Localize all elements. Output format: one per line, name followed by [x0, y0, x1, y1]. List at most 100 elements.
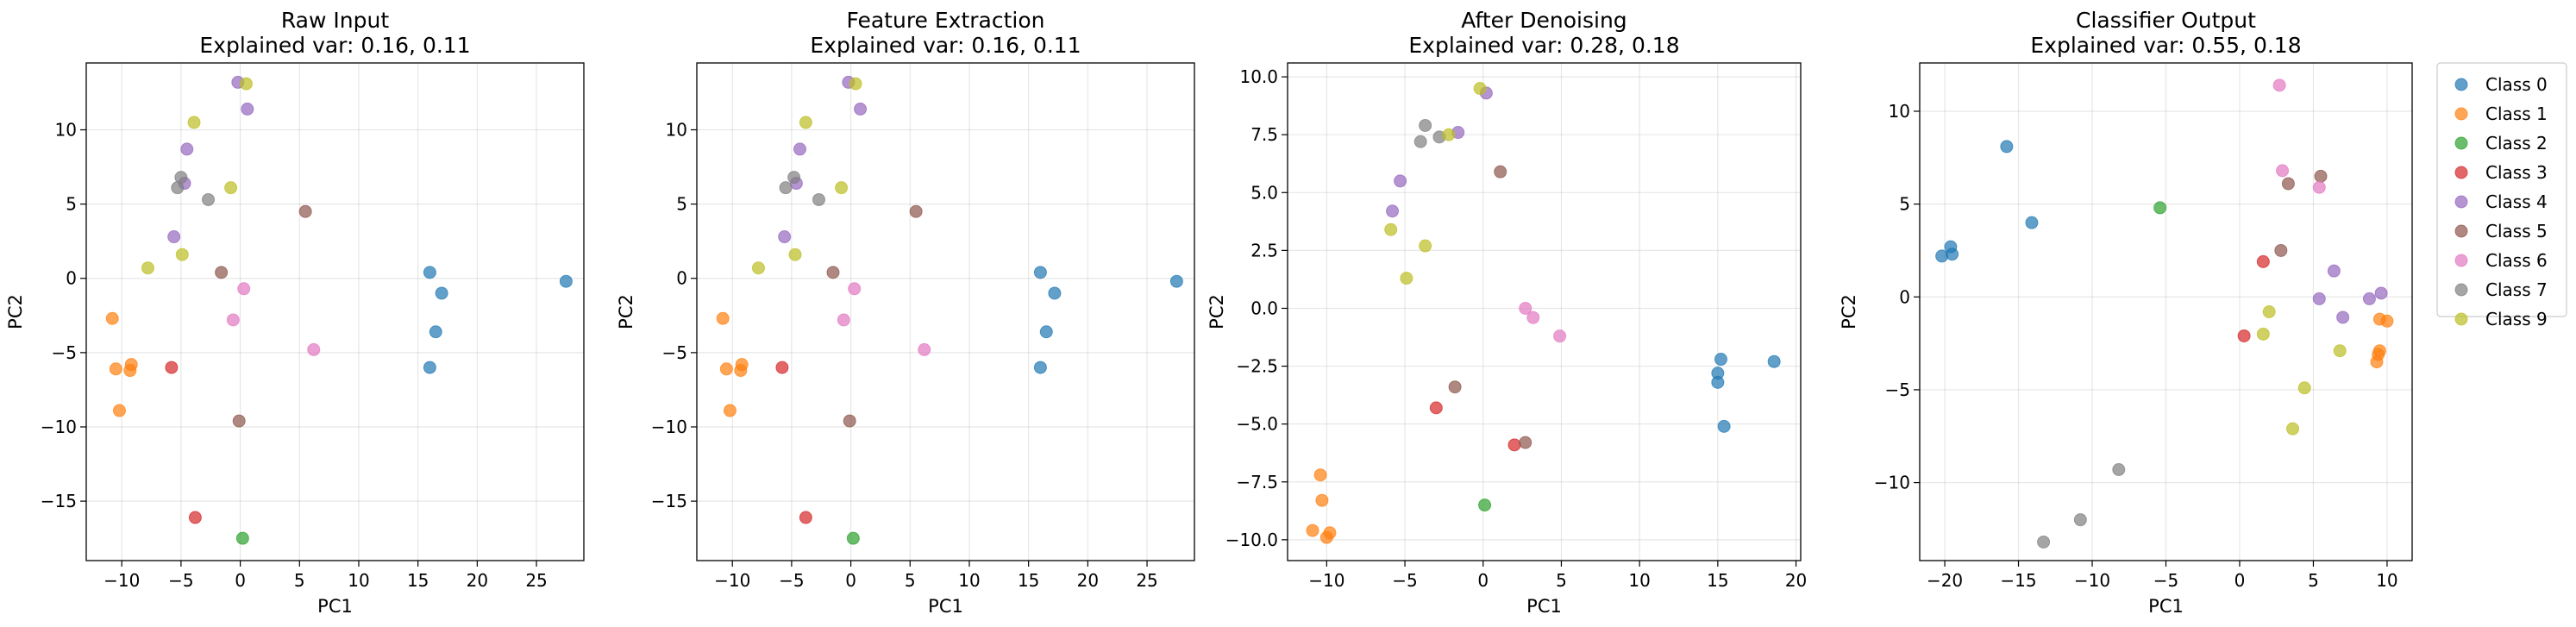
- x-tick-label: −10: [1308, 570, 1344, 591]
- data-point: [2000, 140, 2014, 154]
- data-point: [787, 171, 801, 185]
- data-point: [854, 102, 868, 116]
- subplot-subtitle: Explained var: 0.16, 0.11: [199, 33, 470, 58]
- data-point: [167, 230, 181, 244]
- data-point: [188, 511, 202, 524]
- data-point: [202, 192, 216, 206]
- data-point: [837, 313, 850, 327]
- subplot-title: Raw Input: [281, 8, 389, 33]
- data-point: [1419, 118, 1432, 132]
- x-tick-label: −5: [2153, 570, 2178, 591]
- data-point: [716, 311, 730, 325]
- data-point: [1319, 530, 1333, 544]
- data-point: [1386, 204, 1400, 218]
- y-tick-label: −15: [651, 491, 687, 511]
- y-tick-label: 5: [676, 194, 687, 215]
- y-tick-label: 0: [66, 268, 77, 289]
- data-point: [224, 181, 238, 195]
- x-tick-label: −5: [168, 570, 193, 591]
- data-point: [215, 266, 229, 279]
- data-point: [1494, 165, 1507, 179]
- data-point: [1553, 329, 1567, 343]
- data-point: [1419, 239, 1432, 253]
- data-point: [719, 362, 733, 376]
- data-point: [2037, 535, 2051, 549]
- subplot-4: −20 −15 −10 −5 0 5 10 −10 −5 0 5 10 Classifier Outpu…: [1839, 8, 2413, 617]
- data-point: [2336, 310, 2350, 324]
- data-point: [423, 266, 436, 279]
- data-point: [779, 181, 793, 195]
- data-point: [2153, 201, 2167, 215]
- data-point: [1169, 274, 1183, 288]
- legend-label: Class 9: [2485, 309, 2548, 329]
- y-tick-label: −15: [41, 491, 77, 511]
- x-tick-label: 20: [1785, 570, 1807, 591]
- x-axis-label: PC1: [1526, 596, 1562, 617]
- data-point: [1711, 375, 1725, 389]
- data-point: [1519, 301, 1532, 315]
- y-tick-label: 5: [66, 194, 77, 215]
- y-tick-label: −5: [662, 342, 687, 363]
- data-point: [1306, 524, 1319, 537]
- subplot-1: −10 −5 0 5 10 15 20 25 −15 −10 −5 0 5 10 Raw InputExpl…: [5, 8, 585, 617]
- legend-label: Class 0: [2485, 74, 2548, 95]
- data-point: [1384, 223, 1398, 236]
- x-tick-label: 15: [1018, 570, 1039, 591]
- data-point: [232, 414, 246, 428]
- legend: Class 0 Class 1 Class 2 Class 3 Class 4 Class…: [2436, 62, 2567, 329]
- data-point: [799, 116, 812, 129]
- data-point: [812, 192, 826, 206]
- y-tick-label: 0: [676, 268, 687, 289]
- legend-marker: [2454, 283, 2468, 297]
- data-point: [793, 142, 807, 156]
- data-point: [226, 313, 240, 327]
- data-point: [175, 248, 189, 261]
- data-point: [241, 102, 254, 116]
- y-tick-label: 10: [1889, 101, 1910, 122]
- data-point: [105, 311, 119, 325]
- data-point: [180, 142, 194, 156]
- legend-marker: [2454, 78, 2468, 91]
- legend-label: Class 1: [2485, 103, 2548, 124]
- data-point: [1526, 310, 1540, 324]
- x-tick-label: 0: [1477, 570, 1489, 591]
- y-tick-label: −10: [1874, 473, 1910, 493]
- data-point: [2380, 314, 2394, 328]
- subplot-title: Classifier Output: [2076, 8, 2256, 33]
- data-point: [751, 261, 765, 275]
- data-point: [237, 282, 251, 296]
- legend-label: Class 3: [2485, 162, 2548, 183]
- data-point: [1946, 248, 1959, 261]
- subplot-subtitle: Explained var: 0.16, 0.11: [810, 33, 1081, 58]
- x-tick-label: 10: [958, 570, 980, 591]
- data-point: [1315, 493, 1329, 507]
- data-point: [1313, 468, 1327, 482]
- data-point: [1717, 419, 1731, 433]
- x-tick-label: 0: [845, 570, 856, 591]
- legend-marker: [2454, 312, 2468, 326]
- y-tick-label: 10: [666, 120, 687, 141]
- data-point: [1507, 438, 1521, 452]
- legend-label: Class 6: [2485, 250, 2548, 271]
- y-axis-label: PC2: [616, 294, 636, 329]
- data-point: [307, 342, 321, 356]
- data-point: [2281, 177, 2295, 191]
- data-point: [2272, 78, 2286, 92]
- x-axis-label: PC1: [317, 596, 353, 617]
- data-point: [165, 361, 179, 374]
- legend-marker: [2454, 136, 2468, 150]
- y-tick-label: 10: [55, 120, 77, 141]
- data-point: [429, 325, 442, 339]
- x-tick-label: 5: [2308, 570, 2319, 591]
- x-tick-label: 0: [235, 570, 246, 591]
- data-point: [918, 342, 931, 356]
- y-tick-label: 2.5: [1250, 240, 1278, 260]
- data-point: [826, 266, 840, 279]
- data-point: [909, 204, 923, 218]
- subplot-3: −10 −5 0 5 10 15 20 −10.0 −7.5 −5.0 −2.5 0.0 2.5 5.0 7…: [1207, 8, 1807, 617]
- data-point: [2374, 286, 2388, 300]
- data-point: [846, 531, 860, 545]
- data-point: [2112, 463, 2126, 477]
- x-tick-label: 25: [525, 570, 547, 591]
- data-point: [1033, 266, 1047, 279]
